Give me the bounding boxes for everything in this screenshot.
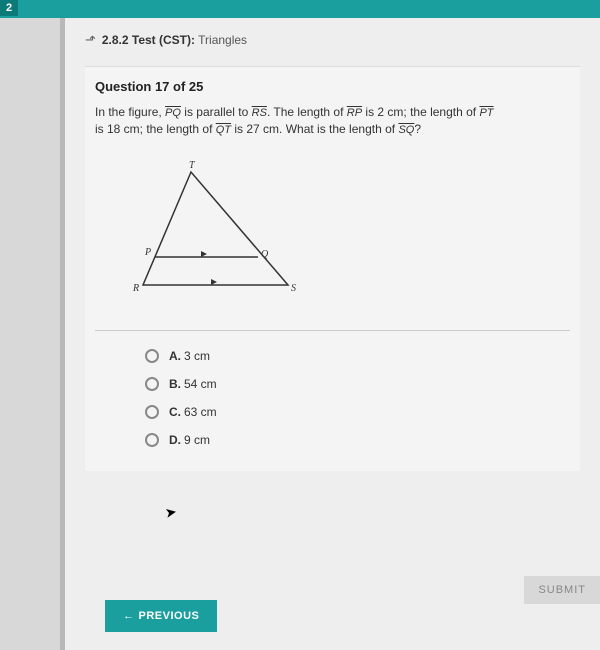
radio-icon[interactable] xyxy=(145,405,159,419)
breadcrumb: ⬏ 2.8.2 Test (CST): Triangles xyxy=(85,32,580,48)
answer-options: A.3 cm B.54 cm C.63 cm D.9 cm xyxy=(145,349,570,447)
corner-badge: 2 xyxy=(0,0,18,16)
page-content: ⬏ 2.8.2 Test (CST): Triangles Question 1… xyxy=(65,18,600,650)
option-a[interactable]: A.3 cm xyxy=(145,349,570,363)
radio-icon[interactable] xyxy=(145,349,159,363)
breadcrumb-section: 2.8.2 Test (CST): xyxy=(102,33,195,47)
label-Q: Q xyxy=(261,249,269,260)
question-block: Question 17 of 25 In the figure, PQ is p… xyxy=(85,66,580,471)
option-d[interactable]: D.9 cm xyxy=(145,433,570,447)
cursor-icon: ➤ xyxy=(164,503,179,522)
label-T: T xyxy=(189,160,196,171)
question-text: In the figure, PQ is parallel to RS. The… xyxy=(95,104,570,139)
radio-icon[interactable] xyxy=(145,433,159,447)
question-title: Question 17 of 25 xyxy=(95,79,570,94)
arrow-left-icon: ← xyxy=(123,610,135,622)
breadcrumb-topic: Triangles xyxy=(198,33,247,47)
label-S: S xyxy=(291,283,296,294)
back-icon[interactable]: ⬏ xyxy=(85,32,96,48)
divider xyxy=(95,330,570,331)
previous-button[interactable]: ← PREVIOUS xyxy=(105,600,217,632)
triangle-figure: T P Q R S xyxy=(123,157,570,312)
label-R: R xyxy=(132,283,139,294)
radio-icon[interactable] xyxy=(145,377,159,391)
option-c[interactable]: C.63 cm xyxy=(145,405,570,419)
option-b[interactable]: B.54 cm xyxy=(145,377,570,391)
label-P: P xyxy=(144,247,151,258)
